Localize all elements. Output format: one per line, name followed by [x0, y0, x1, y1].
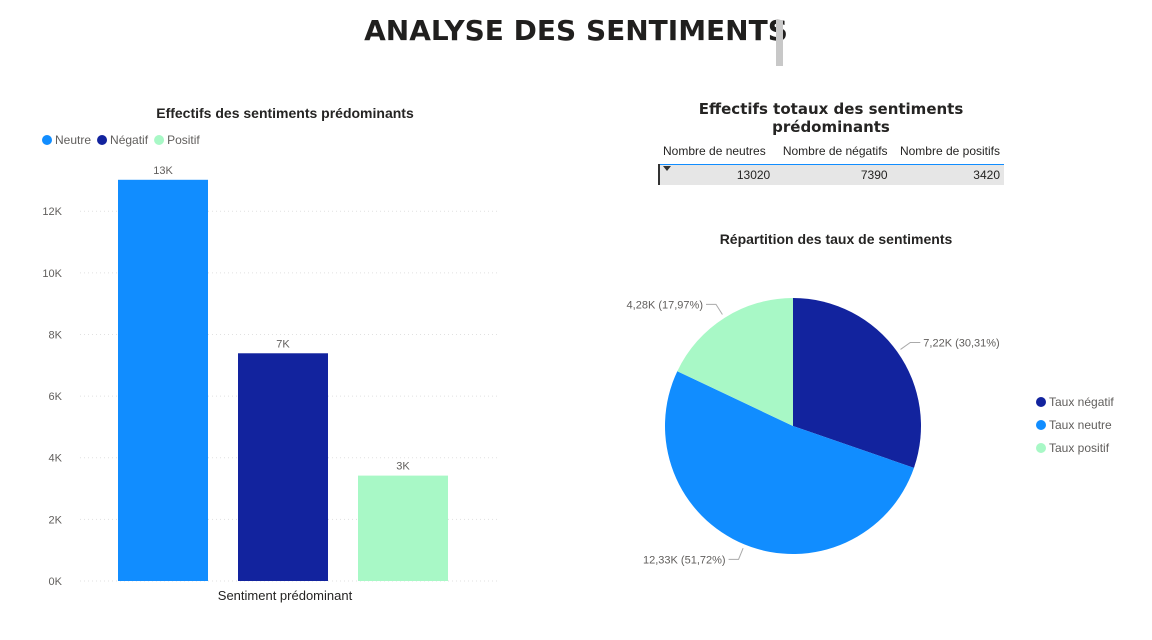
cell-negatifs: 7390 [774, 164, 892, 185]
title-accent-bar [776, 20, 783, 66]
cell-neutres: 13020 [657, 164, 775, 185]
data-label: 3K [396, 461, 410, 473]
legend-label[interactable]: Positif [167, 133, 200, 147]
legend-label[interactable]: Taux positif [1049, 441, 1110, 455]
legend-marker[interactable] [97, 135, 108, 145]
pie-data-label: 4,28K (17,97%) [627, 299, 703, 311]
bar-2[interactable] [358, 475, 448, 581]
column-header-positifs[interactable]: Nombre de positifs [891, 142, 1004, 165]
legend-label[interactable]: Taux neutre [1049, 418, 1112, 432]
y-tick-label: 2K [49, 514, 63, 526]
cell-positifs: 3420 [891, 164, 1004, 185]
y-tick-label: 8K [49, 329, 63, 341]
column-header-neutres[interactable]: Nombre de neutres [659, 142, 775, 171]
legend-label[interactable]: Neutre [55, 133, 91, 147]
pie-chart-title: Répartition des taux de sentiments [720, 231, 953, 247]
x-axis-label: Sentiment prédominant [218, 588, 353, 603]
y-tick-label: 12K [42, 206, 62, 218]
legend-label[interactable]: Négatif [110, 133, 149, 147]
bar-chart[interactable]: Effectifs des sentiments prédominants Neu… [20, 100, 540, 620]
totals-table-visual[interactable]: Effectifs totaux des sentiments prédomin… [656, 100, 1006, 185]
leader-line [728, 548, 744, 560]
legend-marker[interactable] [1036, 443, 1046, 453]
leader-line [900, 341, 921, 350]
pie-slice-1[interactable] [665, 371, 914, 554]
leader-line [705, 303, 723, 315]
legend-marker[interactable] [1036, 420, 1046, 430]
pie-data-label: 7,22K (30,31%) [923, 337, 999, 349]
legend-marker[interactable] [154, 135, 165, 145]
legend-label[interactable]: Taux négatif [1049, 395, 1114, 409]
y-tick-label: 10K [42, 268, 62, 280]
pie-slice-2[interactable] [677, 298, 793, 426]
y-tick-label: 6K [49, 391, 63, 403]
page-title: ANALYSE DES SENTIMENTS [364, 14, 788, 47]
data-label: 13K [153, 165, 173, 177]
pie-slice-0[interactable] [793, 298, 921, 468]
y-tick-label: 0K [49, 576, 63, 588]
bar-1[interactable] [238, 353, 328, 581]
table-row: 13020 7390 3420 [657, 164, 1004, 185]
bar-0[interactable] [118, 179, 208, 581]
pie-data-label: 12,33K (51,72%) [643, 554, 726, 566]
data-label: 7K [276, 338, 290, 350]
pie-chart[interactable]: Répartition des taux de sentiments 7,22K … [590, 225, 1150, 625]
sort-arrow-icon[interactable] [663, 166, 671, 171]
column-header-negatifs[interactable]: Nombre de négatifs [774, 142, 892, 165]
totals-table: Nombre de neutres Nombre de négatifs Nom… [657, 142, 1004, 185]
y-tick-label: 4K [49, 453, 63, 465]
table-title: Effectifs totaux des sentiments prédomin… [698, 100, 964, 136]
legend-marker[interactable] [1036, 397, 1046, 407]
legend-marker[interactable] [42, 135, 52, 145]
bar-chart-title: Effectifs des sentiments prédominants [156, 105, 414, 121]
